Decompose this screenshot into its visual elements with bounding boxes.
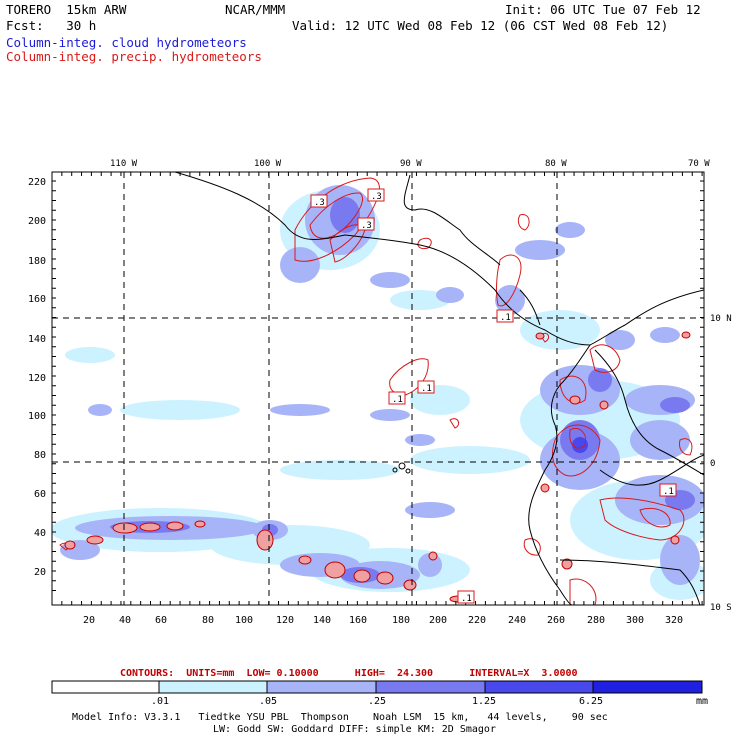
x-tick-labels: 20 40 60 80 100 120 140 160 180 200 220 … bbox=[83, 615, 683, 626]
lon-label: 90 W bbox=[400, 159, 422, 169]
lon-label: 70 W bbox=[688, 159, 710, 169]
x-tick-label: 120 bbox=[276, 615, 294, 626]
map-frame bbox=[51, 171, 705, 606]
organization: NCAR/MMM bbox=[225, 2, 286, 17]
model-name: TORERO 15km ARW bbox=[6, 2, 127, 17]
y-tick-label: 220 bbox=[28, 177, 46, 188]
y-tick-label: 100 bbox=[28, 411, 46, 422]
x-tick-label: 40 bbox=[119, 615, 131, 626]
lat-lon-grid bbox=[52, 172, 704, 605]
coastlines bbox=[174, 172, 704, 605]
x-tick-label: 20 bbox=[83, 615, 95, 626]
lat-label: 10 N bbox=[710, 314, 732, 324]
lon-label: 110 W bbox=[110, 159, 138, 169]
y-tick-label: 80 bbox=[34, 450, 46, 461]
forecast-hour: Fcst: 30 h bbox=[6, 18, 97, 33]
x-tick-label: 300 bbox=[626, 615, 644, 626]
y-tick-label: 40 bbox=[34, 528, 46, 539]
colorbar-label: .05 bbox=[259, 696, 278, 707]
colorbar-label: .01 bbox=[151, 696, 170, 707]
y-tick-label: 140 bbox=[28, 334, 46, 345]
field-cloud-label: Column-integ. cloud hydrometeors bbox=[6, 35, 247, 50]
x-tick-label: 80 bbox=[202, 615, 214, 626]
contour-label: .3 bbox=[314, 198, 325, 208]
colorbar-label: 1.25 bbox=[472, 696, 497, 707]
contour-label: .1 bbox=[392, 395, 403, 405]
contour-label: .1 bbox=[500, 313, 511, 323]
contour-info: CONTOURS: UNITS=mm LOW= 0.10000 HIGH= 24… bbox=[120, 668, 578, 679]
y-tick-label: 120 bbox=[28, 373, 46, 384]
contour-label: .3 bbox=[361, 221, 372, 231]
x-tick-label: 160 bbox=[349, 615, 367, 626]
contour-label: .3 bbox=[371, 192, 382, 202]
x-tick-label: 200 bbox=[429, 615, 447, 626]
x-tick-label: 60 bbox=[155, 615, 167, 626]
x-tick-label: 280 bbox=[587, 615, 605, 626]
contour-label: .1 bbox=[421, 384, 432, 394]
colorbar-bin bbox=[158, 680, 268, 694]
contour-label-group: .3 .3 .3 .1 .1 .1 .1 .1 bbox=[310, 188, 677, 604]
colorbar-bin bbox=[375, 680, 486, 694]
y-tick-label: 200 bbox=[28, 216, 46, 227]
colorbar-label: 6.25 bbox=[579, 696, 604, 707]
physics-info: LW: Godd SW: Goddard DIFF: simple KM: 2D… bbox=[213, 724, 496, 735]
colorbar-label: .25 bbox=[368, 696, 387, 707]
x-tick-label: 140 bbox=[313, 615, 331, 626]
lat-label: 0 bbox=[710, 459, 715, 469]
cloud-shading bbox=[52, 185, 704, 600]
y-tick-label: 20 bbox=[34, 567, 46, 578]
colorbar-units: mm bbox=[696, 696, 709, 707]
colorbar-bin bbox=[51, 680, 160, 694]
lat-label: 10 S bbox=[710, 603, 732, 613]
colorbar-bin bbox=[592, 680, 703, 694]
contour-label: .1 bbox=[461, 594, 472, 604]
x-tick-label: 220 bbox=[468, 615, 486, 626]
x-tick-label: 320 bbox=[665, 615, 683, 626]
lon-label: 80 W bbox=[545, 159, 567, 169]
colorbar-bin bbox=[484, 680, 594, 694]
axis-ticks bbox=[51, 172, 704, 605]
contour-label: .1 bbox=[663, 487, 674, 497]
y-tick-label: 180 bbox=[28, 256, 46, 267]
x-tick-label: 180 bbox=[392, 615, 410, 626]
y-tick-labels: 220 200 180 160 140 120 100 80 60 40 20 bbox=[28, 177, 46, 578]
valid-time: Valid: 12 UTC Wed 08 Feb 12 (06 CST Wed … bbox=[292, 18, 669, 33]
y-tick-label: 60 bbox=[34, 489, 46, 500]
model-info: Model Info: V3.3.1 Tiedtke YSU PBL Thomp… bbox=[72, 712, 608, 723]
x-tick-label: 260 bbox=[547, 615, 565, 626]
colorbar bbox=[51, 680, 703, 694]
lat-labels: 10 N 0 10 S bbox=[710, 314, 732, 613]
lon-labels: 110 W 100 W 90 W 80 W 70 W bbox=[110, 159, 710, 169]
y-tick-label: 160 bbox=[28, 294, 46, 305]
field-precip-label: Column-integ. precip. hydrometeors bbox=[6, 49, 262, 64]
x-tick-label: 100 bbox=[235, 615, 253, 626]
init-time: Init: 06 UTC Tue 07 Feb 12 bbox=[505, 2, 701, 17]
lon-label: 100 W bbox=[254, 159, 282, 169]
colorbar-bin bbox=[266, 680, 377, 694]
x-tick-label: 240 bbox=[508, 615, 526, 626]
